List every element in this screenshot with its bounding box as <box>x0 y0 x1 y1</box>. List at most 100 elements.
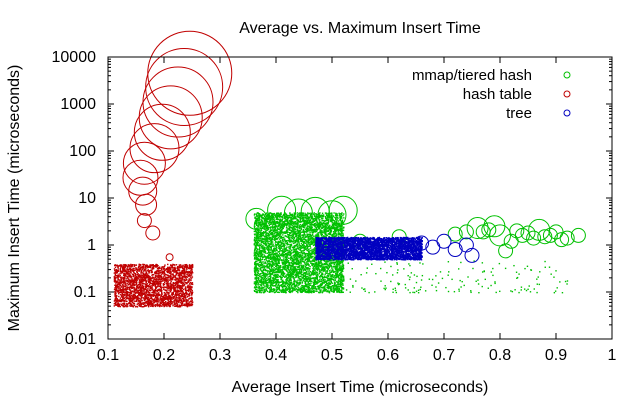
data-point <box>292 268 294 271</box>
data-point <box>295 284 297 286</box>
data-point <box>299 240 302 242</box>
data-point <box>272 229 274 232</box>
data-point <box>337 268 339 270</box>
data-point <box>257 272 259 274</box>
data-point <box>329 228 332 231</box>
data-point <box>305 215 307 217</box>
data-point <box>330 267 333 269</box>
data-point <box>266 256 268 259</box>
data-point <box>297 261 299 263</box>
data-point <box>266 285 269 287</box>
data-point <box>274 279 276 281</box>
data-point <box>280 212 282 214</box>
data-point <box>255 228 257 230</box>
data-point <box>296 247 298 249</box>
data-point <box>259 268 261 270</box>
data-point <box>279 267 281 269</box>
data-point <box>331 216 333 218</box>
data-point <box>281 270 284 272</box>
data-point <box>312 235 315 237</box>
data-point <box>255 237 257 239</box>
data-point <box>273 274 275 276</box>
data-point <box>290 290 292 292</box>
data-point <box>333 284 335 287</box>
data-point <box>332 288 335 290</box>
data-point <box>329 271 331 274</box>
data-point <box>263 289 265 292</box>
data-point <box>263 247 266 249</box>
data-point <box>314 235 316 237</box>
data-point <box>321 278 324 280</box>
data-point <box>292 248 295 250</box>
data-point <box>298 260 300 263</box>
data-point <box>308 248 310 250</box>
data-point <box>303 230 305 232</box>
data-point <box>322 225 324 227</box>
data-point <box>300 258 302 260</box>
data-point <box>260 284 262 287</box>
data-point <box>289 225 291 228</box>
data-point <box>260 215 263 218</box>
data-point <box>253 213 256 215</box>
data-point <box>297 262 299 264</box>
data-point <box>295 248 297 250</box>
data-point <box>280 289 282 292</box>
data-point <box>333 289 336 292</box>
data-point <box>260 235 263 238</box>
data-point <box>292 228 295 230</box>
data-point <box>337 260 340 263</box>
data-point <box>301 282 304 284</box>
data-point <box>293 236 296 239</box>
data-point <box>271 215 274 218</box>
data-point <box>335 268 337 271</box>
data-point <box>279 216 281 218</box>
data-point <box>300 268 303 271</box>
data-point <box>303 290 306 292</box>
data-point <box>312 223 314 226</box>
data-point <box>303 224 305 226</box>
data-point <box>294 259 297 261</box>
data-point <box>298 227 300 229</box>
data-point <box>323 270 326 272</box>
data-point <box>341 287 343 290</box>
data-point <box>300 272 302 275</box>
data-point <box>315 222 317 224</box>
data-point <box>313 257 315 260</box>
data-point <box>258 222 260 224</box>
data-point <box>293 240 295 242</box>
data-point <box>282 232 284 234</box>
data-point <box>324 281 327 283</box>
data-point <box>323 235 326 238</box>
data-point <box>267 242 269 245</box>
data-point <box>341 229 344 232</box>
data-point <box>335 214 337 216</box>
data-point <box>259 221 261 224</box>
data-point <box>317 262 320 265</box>
data-point <box>297 277 300 279</box>
data-point <box>258 250 260 252</box>
data-point <box>309 229 311 231</box>
data-point <box>303 222 306 225</box>
data-point <box>266 244 268 246</box>
data-point <box>313 248 315 250</box>
data-point <box>301 267 304 269</box>
data-point <box>284 256 287 259</box>
data-point <box>293 270 295 273</box>
data-point <box>311 271 313 274</box>
data-point <box>298 256 300 259</box>
data-point <box>285 283 288 285</box>
data-point <box>288 286 290 288</box>
data-point <box>272 255 274 258</box>
data-point <box>264 250 267 253</box>
data-point <box>327 263 329 266</box>
data-point <box>317 233 320 236</box>
data-point <box>324 288 326 291</box>
data-point <box>300 279 302 282</box>
data-point <box>313 271 316 274</box>
data-point <box>323 235 325 237</box>
data-point <box>285 229 288 231</box>
data-point <box>339 219 342 222</box>
data-point <box>324 290 326 292</box>
data-point <box>310 222 312 225</box>
data-point <box>305 222 307 225</box>
